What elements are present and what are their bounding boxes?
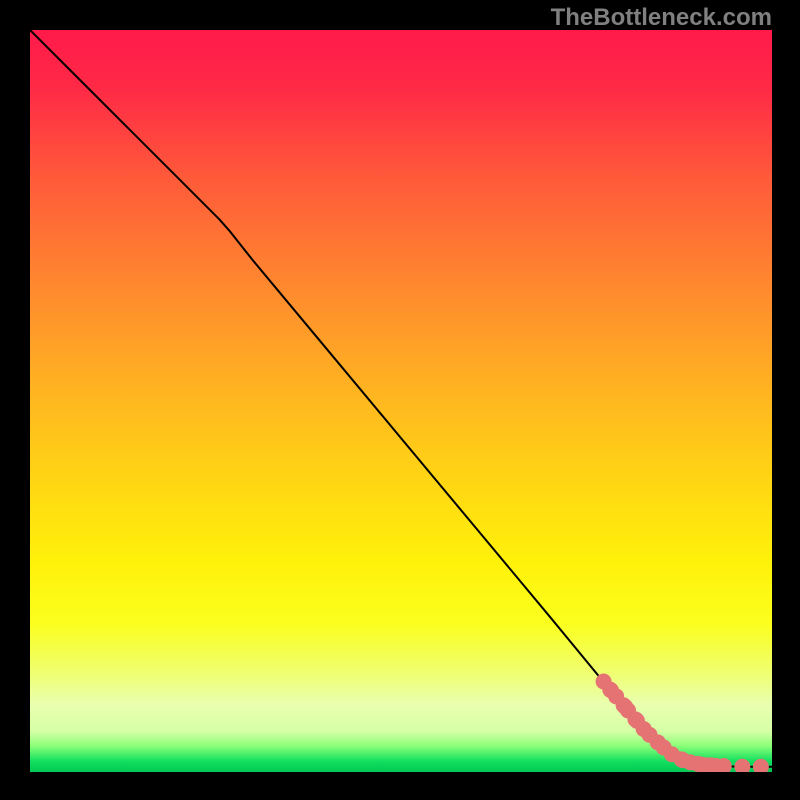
data-marker [734, 759, 750, 772]
watermark-text: TheBottleneck.com [551, 4, 772, 32]
data-marker [753, 759, 769, 772]
plot-area [30, 30, 772, 772]
chart-overlay [30, 30, 772, 772]
bottleneck-curve [30, 30, 772, 767]
chart-frame: TheBottleneck.com [0, 0, 800, 800]
